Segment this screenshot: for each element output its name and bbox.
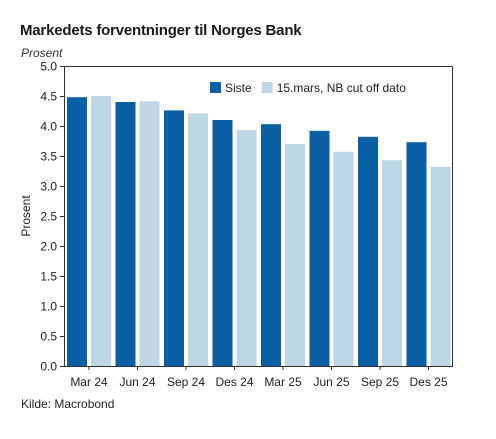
legend: Siste 15.mars, NB cut off dato <box>210 81 406 95</box>
y-tick-label: 4.5 <box>40 90 57 104</box>
y-tick-label: 3.5 <box>40 150 57 164</box>
y-tick-label: 3.0 <box>40 180 57 194</box>
legend-swatch <box>261 82 273 93</box>
bar-siste-1 <box>115 102 136 366</box>
x-axis: Mar 24 Jun 24 Sep 24 Des 24 Mar 25 Jun 25 Sep … <box>70 366 448 389</box>
legend-swatch <box>210 82 221 93</box>
source-note: Kilde: Macrobond <box>21 397 115 411</box>
y-tick-label: 2.5 <box>40 210 57 224</box>
y-tick-label: 0.0 <box>40 360 57 374</box>
bar-cutoff-7 <box>430 166 451 366</box>
bar-cutoff-1 <box>139 101 160 367</box>
bar-cutoff-6 <box>382 160 402 366</box>
bar-cutoff-4 <box>285 144 305 366</box>
y-axis: 0.0 0.5 1.0 1.5 2.0 2.5 3.0 3.5 4.0 4.5 5.0 <box>40 60 64 374</box>
plot-frame <box>64 66 453 367</box>
bar-cutoff-5 <box>333 151 354 366</box>
bar-siste-0 <box>67 97 87 366</box>
y-tick-label: 2.0 <box>40 240 57 254</box>
y-tick-label: 0.5 <box>40 330 57 344</box>
chart-subtitle: Prosent <box>21 46 63 60</box>
legend-label: Siste <box>225 81 252 95</box>
y-tick-label: 1.0 <box>40 300 57 314</box>
x-tick-label: Sep 24 <box>167 375 205 389</box>
bar-siste-3 <box>212 120 233 366</box>
bar-cutoff-3 <box>236 130 257 366</box>
bar-cutoff-0 <box>91 96 111 366</box>
bar-siste-6 <box>358 136 378 366</box>
bar-siste-4 <box>261 124 281 366</box>
x-tick-label: Mar 24 <box>70 375 108 389</box>
bar-cutoff-2 <box>188 113 208 367</box>
bar-siste-5 <box>309 130 330 366</box>
bars <box>67 96 451 367</box>
x-tick-label: Des 25 <box>409 375 447 389</box>
bar-siste-2 <box>164 110 184 367</box>
x-tick-label: Mar 25 <box>264 375 302 389</box>
chart-title: Markedets forventninger til Norges Bank <box>20 22 302 39</box>
y-axis-label: Prosent <box>19 195 33 237</box>
y-tick-label: 4.0 <box>40 120 57 134</box>
y-tick-label: 5.0 <box>40 60 57 74</box>
x-tick-label: Jun 25 <box>313 375 349 389</box>
y-tick-label: 1.5 <box>40 270 57 284</box>
x-tick-label: Sep 25 <box>361 375 399 389</box>
x-tick-label: Jun 24 <box>119 375 155 389</box>
bar-siste-7 <box>406 142 427 366</box>
x-tick-label: Des 24 <box>215 375 253 389</box>
legend-label: 15.mars, NB cut off dato <box>277 81 407 95</box>
